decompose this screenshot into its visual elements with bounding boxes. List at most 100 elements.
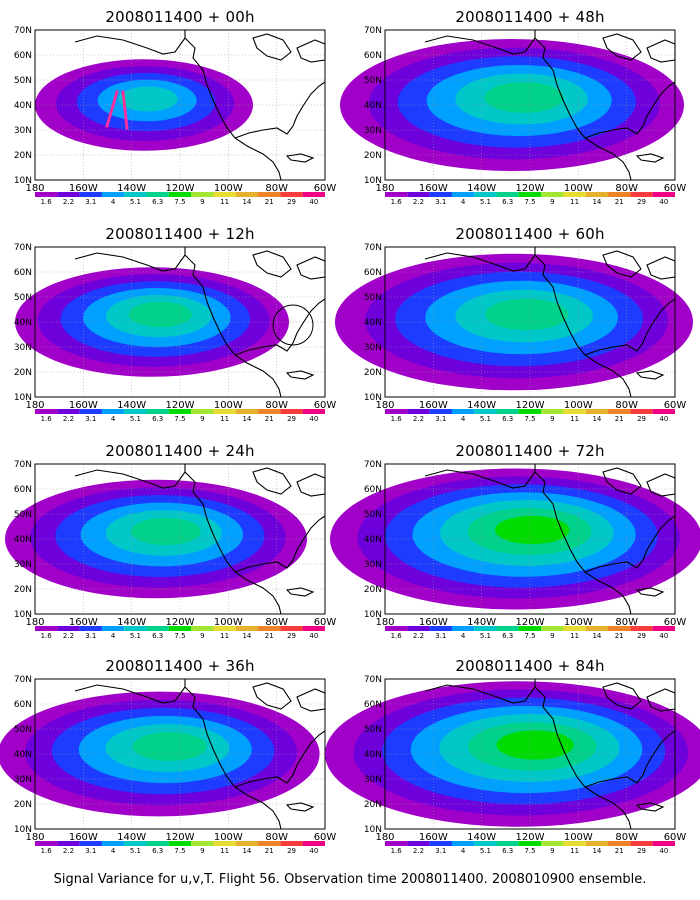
colorbar-swatch — [608, 409, 631, 414]
colorbar-swatch — [407, 409, 430, 414]
colorbar-label: 5.1 — [130, 198, 141, 206]
colorbar-label: 29 — [287, 847, 296, 855]
panel-title: 2008011400 + 00h — [105, 8, 255, 26]
colorbar-label: 9 — [550, 415, 554, 423]
colorbar-label: 4 — [461, 847, 466, 855]
lat-tick-label: 30N — [14, 126, 32, 136]
colorbar-swatch — [146, 409, 169, 414]
colorbar-swatch — [518, 841, 542, 846]
colorbar-label: 29 — [637, 198, 646, 206]
grid — [385, 464, 675, 614]
colorbar-label: 5.1 — [480, 415, 491, 423]
highlight-circle — [272, 304, 314, 346]
colorbar-label: 29 — [637, 415, 646, 423]
colorbar-label: 1.6 — [41, 847, 53, 855]
lon-tick-label: 60W — [664, 617, 687, 628]
lat-tick-label: 30N — [364, 126, 382, 136]
panel-title: 2008011400 + 24h — [105, 442, 255, 460]
lat-tick-label: 70N — [364, 26, 382, 36]
grid — [385, 247, 675, 397]
colorbar-swatch — [385, 409, 408, 414]
colorbar-swatch — [57, 409, 80, 414]
colorbar-swatch — [280, 409, 303, 414]
colorbar-label: 5.1 — [480, 198, 491, 206]
grid — [385, 30, 675, 180]
track-point — [112, 100, 116, 105]
colorbar-label: 40 — [309, 415, 318, 423]
colorbar-swatch — [608, 192, 631, 197]
colorbar-swatch — [385, 626, 408, 631]
colorbar-swatch — [213, 841, 236, 846]
colorbar-swatch — [35, 626, 58, 631]
lon-tick-label: 80W — [265, 183, 288, 194]
lat-tick-label: 50N — [14, 510, 32, 520]
colorbar-swatch — [168, 192, 192, 197]
lon-tick-label: 100W — [564, 183, 593, 194]
lat-tick-label: 40N — [364, 318, 382, 328]
lon-tick-label: 60W — [664, 832, 687, 843]
colorbar-swatch — [585, 409, 609, 414]
colorbar-swatch — [302, 626, 325, 631]
colorbar: 1.6 2.2 3.1 4 5.1 6.3 7.5 9 11 14 21 29 40 — [385, 409, 675, 423]
colorbar-swatch — [146, 841, 169, 846]
lat-tick-label: 30N — [14, 560, 32, 570]
coastline — [74, 30, 326, 181]
lat-tick-label: 60N — [364, 268, 382, 278]
flight-track — [105, 90, 129, 130]
colorbar-swatch — [563, 626, 586, 631]
track-point — [124, 115, 128, 119]
lat-tick-label: 60N — [364, 51, 382, 61]
colorbar-label: 6.3 — [502, 415, 513, 423]
colorbar-label: 1.6 — [41, 415, 53, 423]
colorbar-swatch — [541, 841, 564, 846]
colorbar-label: 29 — [287, 198, 296, 206]
lat-tick-label: 40N — [14, 750, 32, 760]
panel-title: 2008011400 + 60h — [455, 225, 605, 243]
map-panel-12h: 2008011400 + 12h 70N 60N 50N 40N 30N 20N 10N 18… — [14, 225, 337, 437]
colorbar-label: 6.3 — [152, 198, 163, 206]
colorbar-label: 7.5 — [174, 198, 185, 206]
variance-contour — [496, 730, 574, 760]
panel-title: 2008011400 + 84h — [455, 657, 605, 675]
colorbar-label: 21 — [265, 632, 274, 640]
lon-tick-label: 180 — [25, 617, 44, 628]
track-point — [105, 124, 109, 128]
lat-tick-label: 50N — [364, 510, 382, 520]
lon-tick-label: 100W — [214, 400, 243, 411]
lat-tick-label: 10N — [14, 825, 32, 835]
colorbar-label: 6.3 — [152, 415, 163, 423]
colorbar-label: 29 — [287, 415, 296, 423]
grid — [35, 464, 325, 614]
colorbar-label: 21 — [265, 415, 274, 423]
colorbar-label: 4 — [461, 198, 466, 206]
lat-tick-label: 20N — [364, 151, 382, 161]
lat-tick-label: 70N — [14, 460, 32, 470]
lon-tick-label: 180 — [375, 617, 394, 628]
variance-field — [5, 479, 307, 599]
colorbar-label: 14 — [592, 198, 601, 206]
lon-tick-label: 80W — [615, 617, 638, 628]
lat-tick-label: 50N — [14, 725, 32, 735]
lon-tick-label: 60W — [664, 400, 687, 411]
lon-tick-label: 120W — [166, 183, 195, 194]
colorbar-swatch — [124, 626, 147, 631]
lat-tick-label: 30N — [364, 560, 382, 570]
lon-tick-label: 180 — [375, 183, 394, 194]
colorbar-swatch — [608, 626, 631, 631]
lon-tick-label: 100W — [214, 832, 243, 843]
colorbar-label: 29 — [637, 632, 646, 640]
colorbar: 1.6 2.2 3.1 4 5.1 6.3 7.5 9 11 14 21 29 40 — [35, 841, 325, 855]
track-point — [114, 93, 118, 97]
colorbar-label: 11 — [570, 198, 579, 206]
colorbar-swatch — [429, 192, 452, 197]
track-point — [106, 119, 111, 123]
colorbar-swatch — [213, 192, 236, 197]
colorbar-label: 7.5 — [174, 847, 185, 855]
colorbar-swatch — [630, 409, 653, 414]
colorbar-label: 21 — [615, 632, 624, 640]
map-panel-24h: 2008011400 + 24h 70N 60N 50N 40N 30N 20N 10N 18… — [5, 442, 336, 654]
